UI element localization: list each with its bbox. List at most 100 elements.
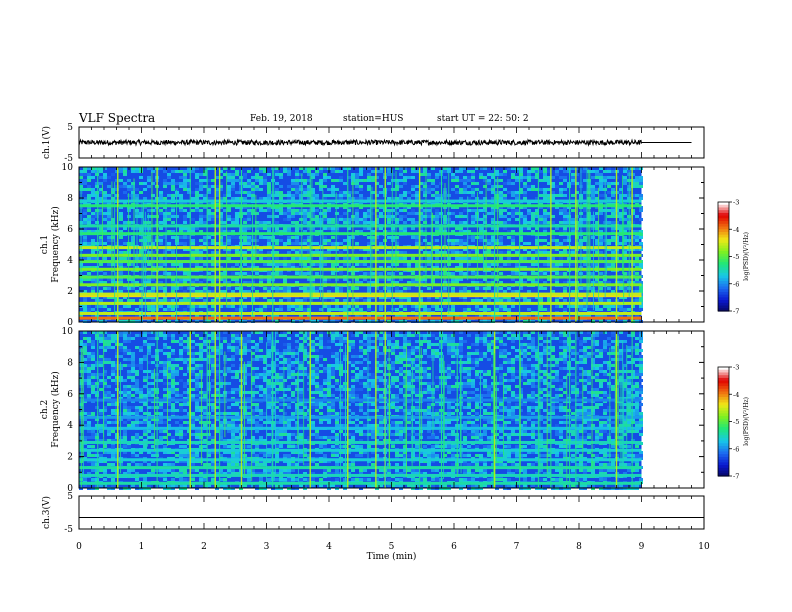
ch1-spec-noise-cell [303, 230, 307, 233]
ch1-spec-noise-cell [435, 212, 439, 215]
ch1-spec-noise-cell [319, 206, 323, 209]
ch1-spec-noise-cell [547, 179, 551, 182]
ch1-spec-noise-cell [619, 308, 623, 311]
ch2-spec-noise-cell [147, 421, 151, 424]
ch2-spec-noise-cell [95, 376, 99, 379]
ch1-spec-noise-cell [187, 215, 191, 218]
ch1-spec-noise-cell [283, 242, 287, 245]
ch1-spec-noise-cell [119, 299, 123, 302]
ch1-spec-noise-cell [171, 263, 175, 266]
ch1-spec-noise-cell [247, 281, 251, 284]
ch1-spec-noise-cell [283, 167, 287, 170]
ch1-spec-noise-cell [567, 206, 571, 209]
ch1-spec-noise-cell [315, 197, 319, 200]
ch2-spec-noise-cell [83, 412, 87, 415]
ch1-spec-noise-cell [427, 188, 431, 191]
ch1-spec-noise-cell [135, 167, 139, 170]
ch1-spec-noise-cell [223, 314, 227, 317]
ch1-spec-noise-cell [175, 182, 179, 185]
ch1-spec-noise-cell [515, 263, 519, 266]
ch1-spec-noise-cell [251, 197, 255, 200]
ch1-spec-noise-cell [435, 266, 439, 269]
ch1-spec-noise-cell [479, 287, 483, 290]
ch1-spec-noise-cell [307, 308, 311, 311]
ch1-spec-noise-cell [379, 290, 383, 293]
ch1-spec-noise-cell [499, 266, 503, 269]
ch1-spec-noise-cell [507, 236, 511, 239]
ch1-spec-noise-cell [623, 194, 627, 197]
ch1-spec-noise-cell [199, 185, 203, 188]
ch2-spec-noise-cell [151, 376, 155, 379]
ch2-spec-noise-cell [115, 433, 119, 436]
ch1-spec-noise-cell [547, 188, 551, 191]
ch1-spec-ytick-label: 4 [67, 256, 73, 266]
ch1-spec-noise-cell [399, 170, 403, 173]
ch1-spec-noise-cell [487, 263, 491, 266]
ch1-spec-noise-cell [283, 278, 287, 281]
ch1-spec-noise-cell [559, 272, 563, 275]
ch1-spec-noise-cell [247, 266, 251, 269]
ch2-spec-noise-cell [115, 340, 119, 343]
ch1-spec-noise-cell [219, 230, 223, 233]
ch1-spec-noise-cell [591, 194, 595, 197]
ch1-spec-noise-cell [503, 263, 507, 266]
ch2-spec-noise-cell [119, 436, 123, 439]
ch1-spec-noise-cell [191, 170, 195, 173]
ch1-spec-noise-cell [279, 263, 283, 266]
ch1-spec-noise-cell [207, 215, 211, 218]
ch1-spec-noise-cell [283, 290, 287, 293]
ch1-spec-noise-cell [291, 215, 295, 218]
ch1-spec-noise-cell [551, 239, 555, 242]
ch1-spec-noise-cell [255, 296, 259, 299]
ch1-spec-noise-cell [463, 221, 467, 224]
ch1-spec-noise-cell [299, 167, 303, 170]
ch1-spec-noise-cell [511, 239, 515, 242]
ch1-spec-noise-cell [587, 299, 591, 302]
ch1-spec-colorbar-step [718, 297, 729, 301]
ch1-spec-noise-cell [491, 221, 495, 224]
ch1-spec-noise-cell [375, 287, 379, 290]
ch2-spec-noise-cell [95, 424, 99, 427]
ch1-spec-noise-cell [331, 296, 335, 299]
ch1-spec-noise-cell [303, 308, 307, 311]
ch1-spec-colorbar-step [718, 305, 729, 309]
ch1-spec-noise-cell [355, 278, 359, 281]
ch1-spec-noise-cell [363, 227, 367, 230]
ch2-spec-noise-cell [131, 361, 135, 364]
ch1-spec-noise-cell [299, 185, 303, 188]
ch1-spec-noise-cell [187, 179, 191, 182]
ch2-spec-noise-cell [91, 382, 95, 385]
ch1-spec-noise-cell [635, 287, 639, 290]
ch1-spec-noise-cell [431, 182, 435, 185]
ch1-spec-noise-cell [379, 227, 383, 230]
ch2-spec-noise-cell [87, 421, 91, 424]
ch1-spec-noise-cell [539, 218, 543, 221]
ch1-spec-noise-cell [483, 215, 487, 218]
ch1-spec-noise-cell [463, 215, 467, 218]
ch1-spec-noise-cell [215, 215, 219, 218]
ch1-spec-noise-cell [427, 215, 431, 218]
ch1-spec-noise-cell [287, 227, 291, 230]
ch1-spec-noise-cell [515, 290, 519, 293]
ch1-spec-noise-cell [367, 227, 371, 230]
ch2-spec-noise-cell [143, 355, 147, 358]
ch1-spec-noise-cell [355, 173, 359, 176]
ch1-spec-noise-cell [623, 230, 627, 233]
ch1-spec-noise-cell [451, 248, 455, 251]
ch1-spec-noise-cell [407, 218, 411, 221]
ch1-spec-noise-cell [207, 191, 211, 194]
ch1-spec-noise-cell [515, 296, 519, 299]
ch1-spec-noise-cell [131, 299, 135, 302]
ch1-spec-noise-cell [591, 215, 595, 218]
ch1-spec-noise-cell [135, 170, 139, 173]
ch1-spec-noise-cell [87, 167, 91, 170]
ch1-spec-noise-cell [223, 221, 227, 224]
ch1-spec-noise-cell [215, 209, 219, 212]
ch1-spec-noise-cell [395, 242, 399, 245]
ch1-spec-noise-cell [163, 296, 167, 299]
ch1-spec-noise-cell [623, 209, 627, 212]
ch1-spec-noise-cell [307, 272, 311, 275]
ch1-spec-noise-cell [251, 251, 255, 254]
ch1-spec-noise-cell [451, 287, 455, 290]
ch1-spec-noise-cell [215, 167, 219, 170]
